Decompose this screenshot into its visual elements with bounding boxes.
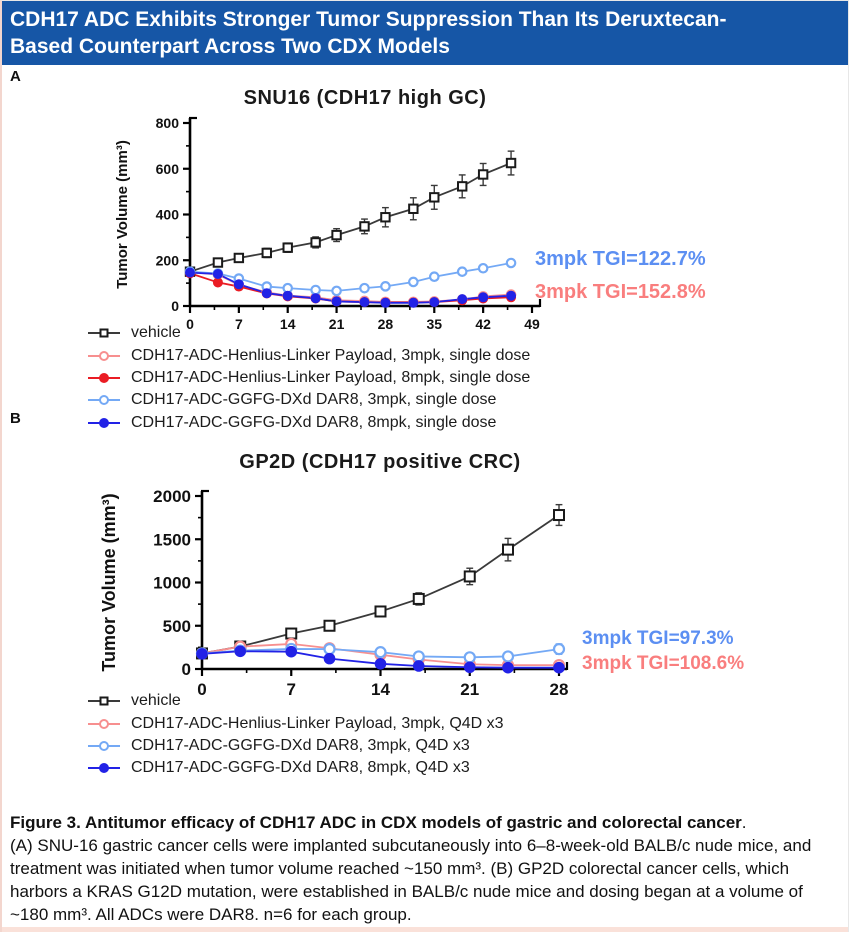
legend-marker-icon [88,417,120,429]
legend-label: CDH17-ADC-GGFG-DXd DAR8, 3mpk, Q4D x3 [131,736,470,754]
chart-a-title: SNU16 (CDH17 high GC) [243,87,487,109]
svg-text:Tumor Volume (mm³): Tumor Volume (mm³) [99,493,119,671]
figure-caption: Figure 3. Antitumor efficacy of CDH17 AD… [10,811,838,926]
legend-marker-icon [88,762,120,774]
legend-label: vehicle [131,692,181,710]
svg-text:28: 28 [550,680,569,699]
svg-text:0: 0 [186,316,194,332]
banner-title-line2: Based Counterpart Across Two CDX Models [10,35,450,58]
svg-text:42: 42 [475,316,491,332]
legend-chart-b: vehicle CDH17-ADC-Henlius-Linker Payload,… [88,690,504,780]
caption-title-period: . [741,813,747,832]
legend-item: CDH17-ADC-GGFG-DXd DAR8, 3mpk, Q4D x3 [88,735,504,757]
svg-text:21: 21 [460,680,479,699]
tgi-annotation-a-henlius: 3mpk TGI=152.8% [535,281,706,303]
svg-text:0: 0 [182,660,191,679]
legend-item: CDH17-ADC-Henlius-Linker Payload, 3mpk, … [88,712,504,734]
legend-item: CDH17-ADC-GGFG-DXd DAR8, 3mpk, single do… [88,389,530,411]
tgi-annotation-b-henlius: 3mpk TGI=108.6% [582,653,745,674]
svg-text:0: 0 [171,298,179,314]
legend-label: CDH17-ADC-GGFG-DXd DAR8, 8mpk, single do… [131,413,497,431]
legend-marker-icon [88,740,120,752]
svg-text:400: 400 [156,207,180,223]
tgi-annotation-a-dxd: 3mpk TGI=122.7% [535,248,706,270]
legend-item: CDH17-ADC-GGFG-DXd DAR8, 8mpk, single do… [88,412,530,434]
gp2d-tumor-growth-chart: 0 500 1000 1500 2000 0 7 14 21 28 Tumor Volume (mm… [99,487,569,699]
caption-bold-title: Figure 3. Antitumor efficacy of CDH17 AD… [10,813,742,832]
svg-text:7: 7 [287,680,296,699]
legend-label: CDH17-ADC-Henlius-Linker Payload, 8mpk, … [131,368,531,386]
svg-text:28: 28 [378,316,394,332]
legend-item: CDH17-ADC-Henlius-Linker Payload, 3mpk, … [88,344,530,366]
legend-marker-icon [88,372,120,384]
legend-label: CDH17-ADC-Henlius-Linker Payload, 3mpk, … [131,714,504,732]
panel-b-label: B [10,410,21,427]
legend-item: CDH17-ADC-Henlius-Linker Payload, 8mpk, … [88,367,530,389]
svg-text:1500: 1500 [153,530,191,549]
snu16-tumor-growth-chart: 0 200 400 600 800 0 7 14 21 28 35 42 49 Tumor Volume … [114,115,542,332]
svg-text:1000: 1000 [153,574,191,593]
chart-b-title: GP2D (CDH17 positive CRC) [239,451,521,473]
banner-title-line1: CDH17 ADC Exhibits Stronger Tumor Suppre… [10,8,727,31]
tgi-annotation-b-dxd: 3mpk TGI=97.3% [582,628,734,649]
caption-body: (A) SNU-16 gastric cancer cells were imp… [10,836,812,924]
svg-text:21: 21 [329,316,345,332]
legend-marker-icon [88,695,120,707]
legend-marker-icon [88,350,120,362]
legend-label: CDH17-ADC-Henlius-Linker Payload, 3mpk, … [131,346,531,364]
svg-text:14: 14 [280,316,296,332]
legend-marker-icon [88,718,120,730]
legend-marker-icon [88,394,120,406]
legend-label: CDH17-ADC-GGFG-DXd DAR8, 8mpk, Q4D x3 [131,759,470,777]
legend-item: vehicle [88,322,530,344]
svg-text:7: 7 [235,316,243,332]
svg-text:0: 0 [197,680,206,699]
svg-text:35: 35 [426,316,442,332]
svg-text:Tumor Volume (mm³): Tumor Volume (mm³) [114,140,131,289]
bottom-accent-strip [2,927,848,932]
legend-item: vehicle [88,690,504,712]
panel-a-label: A [10,68,21,85]
svg-text:200: 200 [156,252,180,268]
legend-item: CDH17-ADC-GGFG-DXd DAR8, 8mpk, Q4D x3 [88,757,504,779]
svg-text:49: 49 [524,316,540,332]
svg-text:2000: 2000 [153,487,191,506]
svg-text:800: 800 [156,115,180,131]
legend-label: vehicle [131,324,181,342]
legend-label: CDH17-ADC-GGFG-DXd DAR8, 3mpk, single do… [131,391,497,409]
legend-chart-a: vehicle CDH17-ADC-Henlius-Linker Payload,… [88,322,530,434]
svg-text:500: 500 [163,617,191,636]
title-banner: CDH17 ADC Exhibits Stronger Tumor Suppre… [2,1,848,65]
svg-text:600: 600 [156,161,180,177]
svg-text:14: 14 [371,680,390,699]
legend-marker-icon [88,327,120,339]
